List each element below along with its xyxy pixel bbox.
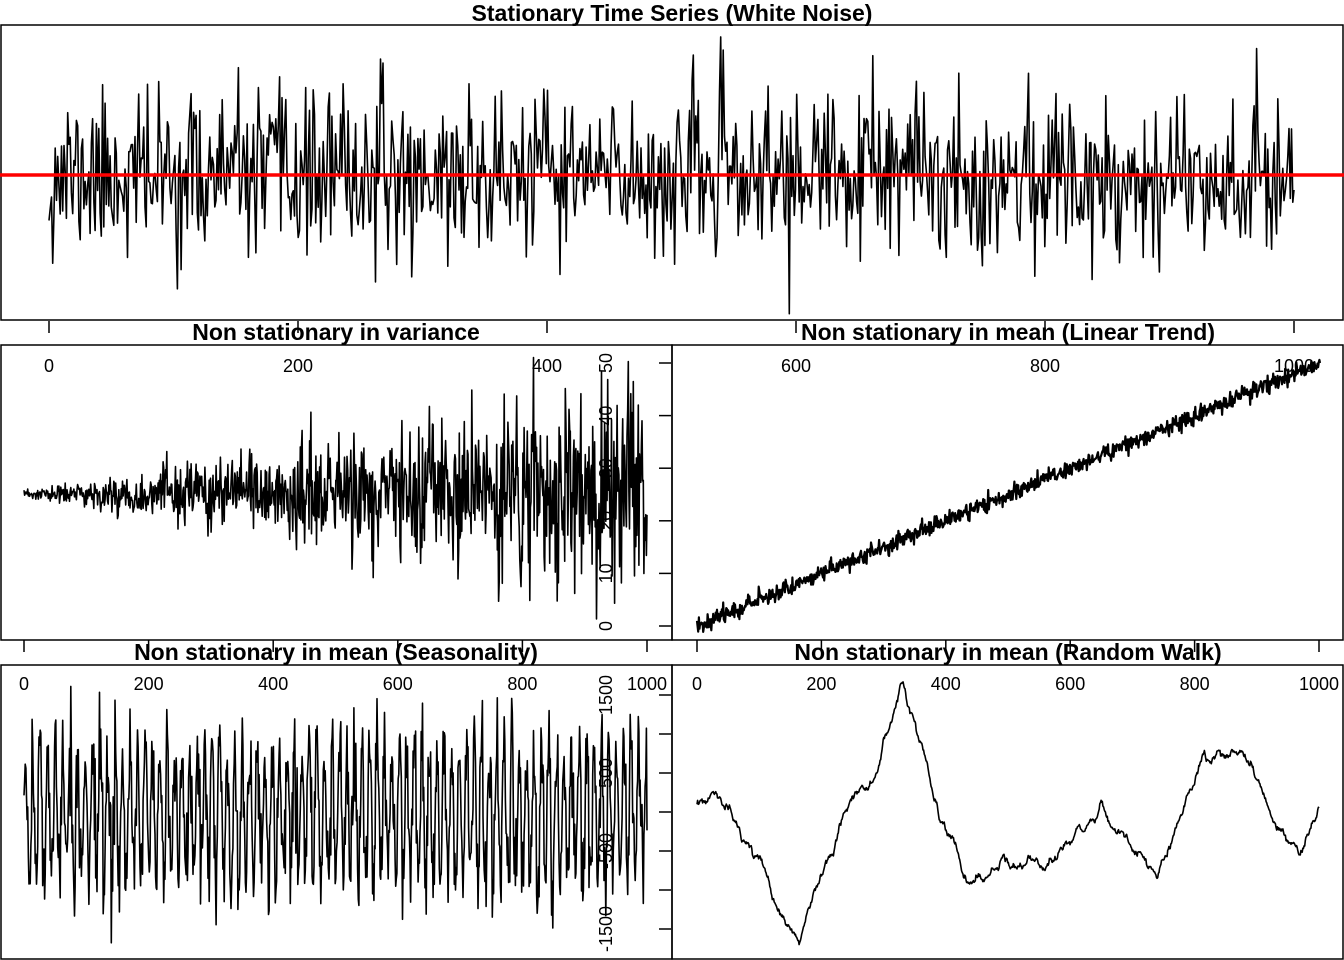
x-tick-label-random-walk: 0: [692, 674, 702, 694]
panel-white-noise-title: Stationary Time Series (White Noise): [472, 0, 873, 26]
panel-linear-trend-title: Non stationary in mean (Linear Trend): [801, 319, 1215, 345]
x-tick-label-white-noise: 800: [1030, 356, 1060, 376]
panel-random-walk-title: Non stationary in mean (Random Walk): [794, 639, 1221, 665]
series-line-white-noise: [48, 36, 1295, 315]
y-tick-label-random-walk: -500: [596, 833, 616, 869]
x-tick-label-seasonality: 400: [258, 674, 288, 694]
panel-white-noise-frame: [0, 24, 1344, 321]
x-tick-label-random-walk: 1000: [1299, 674, 1339, 694]
y-tick-label-random-walk: -1500: [596, 906, 616, 952]
x-tick-label-white-noise: 400: [532, 356, 562, 376]
x-tick-label-seasonality: 200: [134, 674, 164, 694]
y-tick-label-linear-trend: 40: [596, 406, 616, 426]
panel-seasonality-title: Non stationary in mean (Seasonality): [134, 639, 538, 665]
y-tick-label-linear-trend: 20: [596, 511, 616, 531]
x-tick-label-random-walk: 400: [931, 674, 961, 694]
x-tick-label-seasonality: 1000: [627, 674, 667, 694]
y-tick-label-linear-trend: 30: [596, 458, 616, 478]
x-tick-label-seasonality: 600: [383, 674, 413, 694]
panel-random-walk-frame: [671, 664, 1344, 960]
series-line-variance: [23, 356, 648, 620]
x-tick-label-white-noise: 200: [283, 356, 313, 376]
x-tick-label-seasonality: 800: [507, 674, 537, 694]
x-tick-label-seasonality: 0: [19, 674, 29, 694]
y-tick-label-linear-trend: 10: [596, 563, 616, 583]
series-line-linear-trend: [695, 358, 1322, 634]
y-tick-label-linear-trend: 50: [596, 353, 616, 373]
x-tick-label-white-noise: 600: [781, 356, 811, 376]
x-tick-label-white-noise: 0: [44, 356, 54, 376]
panel-seasonality-frame: [0, 664, 673, 960]
x-tick-label-random-walk: 600: [1055, 674, 1085, 694]
y-tick-label-linear-trend: 0: [596, 621, 616, 631]
y-tick-label-random-walk: 1500: [596, 675, 616, 715]
x-tick-label-random-walk: 800: [1180, 674, 1210, 694]
panel-variance-title: Non stationary in variance: [192, 319, 480, 345]
series-line-seasonality: [23, 685, 648, 944]
y-tick-label-random-walk: 500: [596, 758, 616, 788]
series-line-random-walk: [696, 681, 1320, 946]
x-tick-label-random-walk: 200: [806, 674, 836, 694]
x-tick-label-white-noise: 1000: [1274, 356, 1314, 376]
panel-linear-trend-frame: [671, 344, 1344, 641]
